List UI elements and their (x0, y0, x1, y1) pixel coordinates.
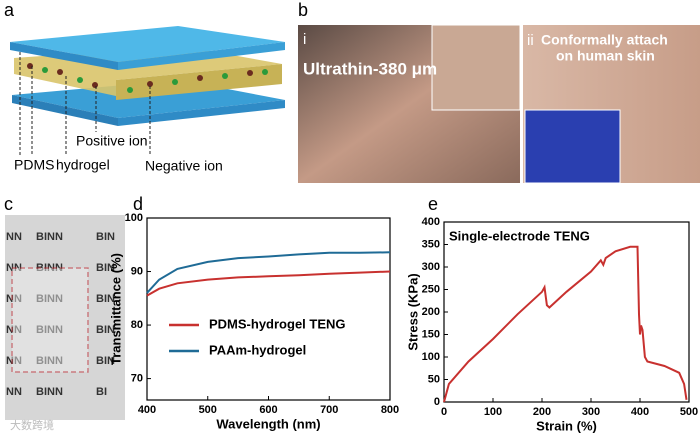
plot-frame (146, 217, 391, 401)
photo-text: BIN (96, 231, 115, 243)
plot-frame (443, 221, 690, 403)
photo-caption: on human skin (556, 48, 655, 64)
legend-label: PAAm-hydrogel (209, 342, 306, 357)
line (443, 245, 688, 403)
y-tick-label: 250 (422, 283, 440, 295)
line (146, 251, 391, 294)
layer-label: PDMS (14, 157, 54, 173)
photo-text: BIN (96, 262, 115, 274)
photo-text: BINN (36, 231, 63, 243)
panel-label: b (298, 0, 308, 20)
y-tick-label: 400 (422, 216, 440, 228)
y-tick-label: 50 (428, 373, 440, 385)
y-tick-label: 80 (131, 319, 143, 331)
photo-text: NN (6, 231, 22, 243)
line (146, 270, 391, 297)
x-tick-label: 100 (484, 406, 502, 418)
x-tick-label: 400 (631, 406, 649, 418)
device-diagram (10, 26, 285, 155)
y-tick-label: 100 (422, 351, 440, 363)
y-tick-label: 350 (422, 238, 440, 250)
watermark: 大数跨境 (10, 418, 54, 432)
y-tick-label: 150 (422, 328, 440, 340)
x-axis-label: Strain (%) (536, 418, 597, 433)
panel-label: a (4, 0, 15, 20)
photo-label: i (303, 31, 306, 48)
photo-text: BI (96, 386, 107, 398)
y-tick-label: 200 (422, 306, 440, 318)
x-axis-label: Wavelength (nm) (216, 416, 320, 431)
x-tick-label: 700 (320, 404, 338, 416)
y-axis-label: Stress (KPa) (405, 273, 420, 350)
photo-text: BIN (96, 355, 115, 367)
y-axis-label: Transmittance (%) (108, 253, 123, 365)
photo-caption: Conformally attach (541, 32, 668, 48)
y-tick-label: 300 (422, 261, 440, 273)
x-tick-label: 500 (680, 406, 698, 418)
legend-label: PDMS-hydrogel TENG (209, 316, 346, 331)
photo-label: ii (527, 32, 534, 49)
panel-label: e (428, 194, 438, 214)
x-tick-label: 800 (381, 404, 399, 416)
y-tick-label: 100 (125, 212, 143, 224)
photo-text: BIN (96, 293, 115, 305)
chart-title: Single-electrode TENG (449, 228, 590, 243)
y-tick-label: 90 (131, 265, 143, 277)
y-tick-label: 0 (434, 396, 440, 408)
film-outline (11, 267, 89, 373)
x-tick-label: 500 (199, 404, 217, 416)
annotation: Negative ion (145, 158, 223, 174)
photo-caption: Ultrathin-380 μm (303, 59, 437, 78)
x-tick-label: 300 (582, 406, 600, 418)
panel-label: d (133, 194, 143, 214)
photo-text: NN (6, 386, 22, 398)
photo-inset (524, 109, 621, 184)
y-tick-label: 70 (131, 372, 143, 384)
x-tick-label: 400 (138, 404, 156, 416)
layer-label: hydrogel (56, 157, 110, 173)
x-tick-label: 600 (259, 404, 277, 416)
photo-text: BINN (36, 386, 63, 398)
panel-label: c (4, 194, 13, 214)
photo-text: BIN (96, 324, 115, 336)
photo-inset (431, 24, 521, 111)
annotation: Positive ion (76, 133, 148, 149)
x-tick-label: 0 (441, 406, 447, 418)
x-tick-label: 200 (533, 406, 551, 418)
